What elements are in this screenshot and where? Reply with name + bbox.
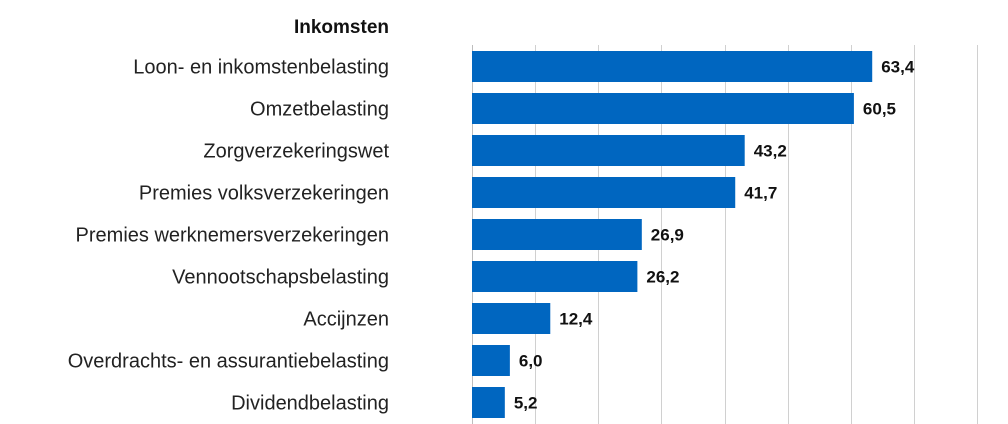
category-label: Overdrachts- en assurantiebelasting xyxy=(68,351,389,373)
value-label: 26,9 xyxy=(651,226,684,245)
category-label: Loon- en inkomstenbelasting xyxy=(133,57,389,79)
category-label: Zorgverzekeringswet xyxy=(203,141,389,163)
value-label: 43,2 xyxy=(754,142,787,161)
category-label: Dividendbelasting xyxy=(231,393,389,415)
bar xyxy=(472,387,505,418)
bar xyxy=(472,345,510,376)
category-labels: Loon- en inkomstenbelasting Omzetbelastin… xyxy=(68,57,390,415)
bar xyxy=(472,219,642,250)
value-label: 26,2 xyxy=(646,268,679,287)
bar xyxy=(472,93,854,124)
category-label: Premies volksverzekeringen xyxy=(139,183,389,205)
bar xyxy=(472,135,745,166)
value-label: 6,0 xyxy=(519,352,543,371)
bar xyxy=(472,51,873,82)
value-label: 5,2 xyxy=(514,394,538,413)
bar xyxy=(472,177,736,208)
value-label: 41,7 xyxy=(744,184,777,203)
value-labels: 63,4 60,5 43,2 41,7 26,9 26,2 12,4 6,0 5,2 xyxy=(514,58,915,413)
category-label: Accijnzen xyxy=(303,309,389,331)
bar xyxy=(472,303,551,334)
value-label: 12,4 xyxy=(559,310,593,329)
category-label: Vennootschapsbelasting xyxy=(172,267,389,289)
bar xyxy=(472,261,638,292)
value-label: 60,5 xyxy=(863,100,896,119)
bars xyxy=(472,51,873,418)
category-label: Omzetbelasting xyxy=(250,99,389,121)
category-label: Premies werknemersverzekeringen xyxy=(76,225,389,247)
value-label: 63,4 xyxy=(881,58,915,77)
chart-title: Inkomsten xyxy=(294,17,389,38)
